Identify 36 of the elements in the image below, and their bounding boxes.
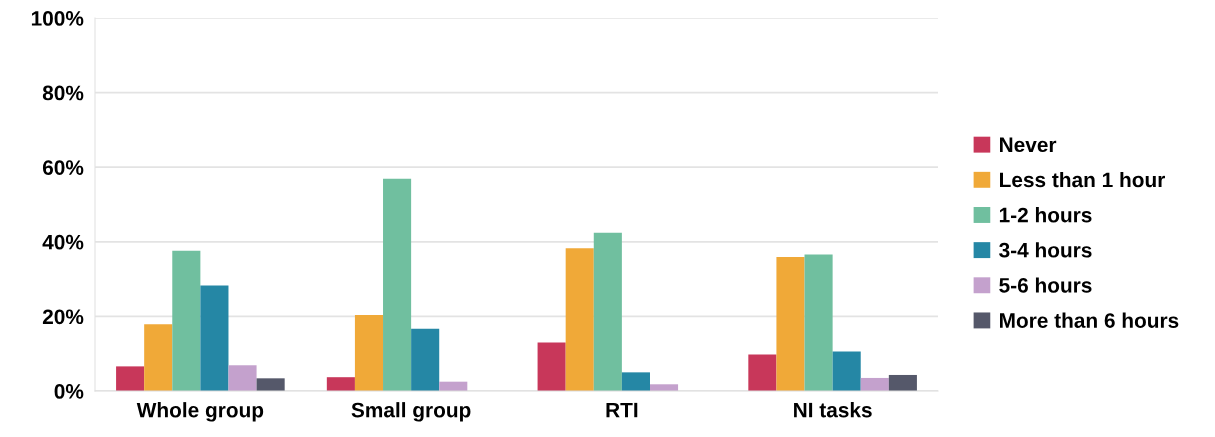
bar	[888, 374, 917, 391]
bar	[748, 354, 777, 391]
y-tick-label: 20%	[42, 309, 84, 325]
legend-label: 5-6 hours	[999, 277, 1092, 293]
bar	[383, 178, 412, 391]
bar	[776, 257, 805, 391]
x-tick-label: Small group	[351, 402, 471, 422]
bar	[411, 328, 440, 391]
legend-label: Never	[1000, 137, 1057, 153]
bar	[200, 285, 229, 391]
bar	[144, 324, 173, 391]
bar	[537, 342, 566, 391]
y-tick-label: 60%	[42, 160, 84, 175]
x-tick-label: RTI	[606, 402, 638, 418]
bar	[804, 254, 833, 391]
bar	[565, 248, 594, 391]
bar	[228, 365, 257, 391]
y-tick-label: 40%	[42, 234, 84, 250]
x-tick-label: NI tasks	[794, 402, 872, 418]
legend-label: More than 6 hours	[1000, 312, 1179, 328]
bar	[860, 377, 889, 391]
bar	[621, 372, 650, 391]
legend-label: 3-4 hours	[999, 242, 1092, 258]
bar	[256, 378, 285, 391]
y-tick-label: 80%	[42, 85, 84, 101]
bar	[354, 314, 384, 391]
legend-label: Less than 1 hour	[1000, 171, 1165, 188]
bar	[172, 250, 201, 391]
legend-label: 1-2 hours	[999, 207, 1092, 223]
bar	[326, 377, 355, 391]
y-tick-label: 100%	[31, 11, 84, 26]
x-tick-label: Whole group	[136, 402, 264, 422]
bar	[832, 351, 861, 391]
bar	[593, 232, 622, 391]
bar	[116, 366, 145, 391]
y-tick-label: 0%	[54, 384, 84, 399]
